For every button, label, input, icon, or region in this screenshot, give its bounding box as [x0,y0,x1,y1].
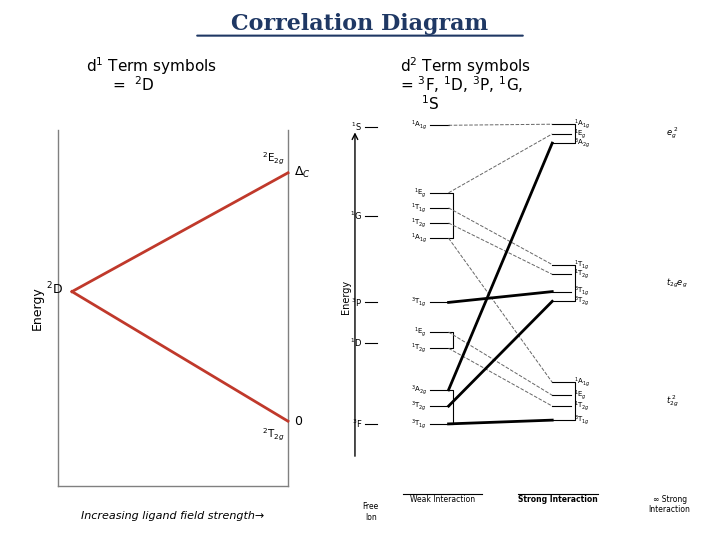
Text: $^3$A$_{2g}$: $^3$A$_{2g}$ [410,383,427,397]
Text: Correlation Diagram: Correlation Diagram [231,14,489,35]
Text: $^2$E$_{2g}$: $^2$E$_{2g}$ [262,151,284,167]
Text: =  $^2$D: = $^2$D [112,76,154,94]
Text: $^1$T$_{2g}$: $^1$T$_{2g}$ [411,341,427,355]
Text: $^1$A$_{1g}$: $^1$A$_{1g}$ [574,375,590,389]
Text: Increasing ligand field strength→: Increasing ligand field strength→ [81,511,264,521]
Text: $^3$A$_{2g}$: $^3$A$_{2g}$ [574,136,590,150]
Text: d$^2$ Term symbols: d$^2$ Term symbols [400,55,531,77]
Text: $^1$A$_{1g}$: $^1$A$_{1g}$ [410,231,427,245]
Text: $^1$T$_{1g}$: $^1$T$_{1g}$ [574,258,590,272]
Text: $e_g^{\ 2}$: $e_g^{\ 2}$ [666,126,679,141]
Text: $^1$T$_{1g}$: $^1$T$_{1g}$ [411,201,427,215]
Text: $^3$T$_{2g}$: $^3$T$_{2g}$ [574,294,590,308]
Text: $^3$F: $^3$F [352,418,362,430]
Text: ∞ Strong
Interaction: ∞ Strong Interaction [649,495,690,514]
Text: $t_{2g}^{\ 2}$: $t_{2g}^{\ 2}$ [666,394,678,409]
Text: 0: 0 [294,415,302,428]
Text: $^1$S: $^1$S [351,121,362,133]
Text: $^1$A$_{1g}$: $^1$A$_{1g}$ [574,117,590,131]
Text: = $^3$F, $^1$D, $^3$P, $^1$G,: = $^3$F, $^1$D, $^3$P, $^1$G, [400,75,523,95]
Text: Energy: Energy [341,280,351,314]
Text: $^3$T$_{1g}$: $^3$T$_{1g}$ [574,413,590,427]
Text: Energy: Energy [31,286,44,330]
Text: Free
Ion: Free Ion [363,502,379,522]
Text: $^1$E$_g$: $^1$E$_g$ [414,186,427,200]
Text: d$^1$ Term symbols: d$^1$ Term symbols [86,55,217,77]
Text: $^1$T$_{2g}$: $^1$T$_{2g}$ [574,267,590,281]
Text: $^3$P: $^3$P [351,296,362,308]
Text: $^1$S: $^1$S [421,94,439,113]
Text: $^1$E$_g$: $^1$E$_g$ [574,388,587,402]
Text: $^3$T$_{1g}$: $^3$T$_{1g}$ [574,285,590,299]
Text: $t_{2g}e_g$: $t_{2g}e_g$ [666,276,688,289]
Text: $^2$T$_{2g}$: $^2$T$_{2g}$ [262,427,284,443]
Text: $^1$T$_{2g}$: $^1$T$_{2g}$ [574,399,590,413]
Text: $^3$T$_{1g}$: $^3$T$_{1g}$ [411,295,427,309]
Text: Strong Interaction: Strong Interaction [518,495,598,504]
Text: $^1$D: $^1$D [350,337,362,349]
Text: $^1$T$_{2g}$: $^1$T$_{2g}$ [411,216,427,230]
Text: $^1$E$_g$: $^1$E$_g$ [574,127,587,141]
Text: $^2$D: $^2$D [47,281,63,297]
Text: $^1$G: $^1$G [351,210,362,222]
Text: $^1$E$_g$: $^1$E$_g$ [414,325,427,339]
Text: $^1$A$_{1g}$: $^1$A$_{1g}$ [410,118,427,132]
Text: Weak Interaction: Weak Interaction [410,495,475,504]
Text: $^3$T$_{2g}$: $^3$T$_{2g}$ [411,399,427,413]
Text: Δ$_C$: Δ$_C$ [294,165,310,180]
Text: $^3$T$_{1g}$: $^3$T$_{1g}$ [411,417,427,431]
